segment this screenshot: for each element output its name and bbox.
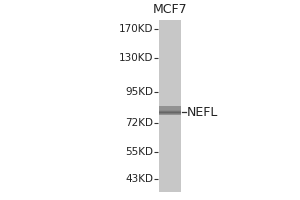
Bar (159, 20, 165, 192)
Text: 55KD: 55KD (125, 147, 153, 157)
Bar (159, 20, 172, 192)
Bar (159, 20, 178, 192)
Bar (159, 20, 176, 192)
Bar (159, 110, 181, 115)
Bar (159, 20, 168, 192)
Bar (159, 109, 181, 113)
Bar (159, 20, 180, 192)
Bar (159, 20, 161, 192)
Bar (159, 108, 181, 113)
Bar (159, 20, 170, 192)
Bar (159, 20, 177, 192)
Bar (159, 20, 179, 192)
Bar (159, 20, 176, 192)
Bar (159, 20, 172, 192)
Bar (159, 20, 175, 192)
Bar (159, 20, 171, 192)
Bar (159, 20, 171, 192)
Bar (159, 20, 178, 192)
Bar (159, 20, 166, 192)
Bar (159, 20, 169, 192)
Text: 72KD: 72KD (125, 118, 153, 128)
Bar (159, 106, 181, 111)
Text: MCF7: MCF7 (153, 3, 188, 16)
Bar (159, 20, 162, 192)
Bar (159, 110, 181, 115)
Bar (159, 20, 170, 192)
Bar (159, 20, 162, 192)
Bar (159, 107, 181, 111)
Bar (159, 107, 181, 112)
Bar (159, 109, 181, 114)
Bar (159, 20, 160, 192)
Text: NEFL: NEFL (187, 106, 218, 119)
Bar (159, 20, 179, 192)
Bar (159, 20, 174, 192)
Bar (159, 20, 164, 192)
Bar (159, 20, 173, 192)
Bar (159, 20, 170, 192)
Bar (159, 20, 167, 192)
Bar (159, 20, 164, 192)
Bar (159, 20, 166, 192)
Bar (159, 20, 166, 192)
Bar (159, 20, 172, 192)
Bar (159, 20, 163, 192)
Bar (159, 20, 175, 192)
Bar (159, 20, 178, 192)
Bar (159, 20, 174, 192)
Text: 95KD: 95KD (125, 87, 153, 97)
Bar (159, 106, 181, 110)
Bar (159, 20, 181, 192)
Bar (159, 20, 170, 192)
Bar (159, 20, 168, 192)
Bar (159, 20, 178, 192)
Bar (159, 20, 180, 192)
Bar (159, 20, 163, 192)
Bar (159, 110, 181, 115)
Bar (159, 20, 167, 192)
Bar (159, 109, 181, 114)
Bar (159, 20, 167, 192)
Text: 130KD: 130KD (119, 53, 153, 63)
Bar (159, 20, 160, 192)
Bar (159, 20, 164, 192)
Bar (159, 20, 161, 192)
Bar (159, 107, 181, 112)
Text: 170KD: 170KD (119, 24, 153, 34)
Bar (159, 20, 181, 192)
Text: 43KD: 43KD (125, 174, 153, 184)
Bar (159, 108, 181, 112)
Bar (159, 20, 165, 192)
Bar (159, 109, 181, 114)
Bar (159, 20, 173, 192)
Bar (159, 20, 181, 192)
Bar (159, 106, 181, 111)
Bar (159, 20, 169, 192)
Bar (159, 20, 177, 192)
Bar (159, 20, 160, 192)
Bar (159, 20, 176, 192)
Bar (159, 108, 181, 113)
Bar (159, 20, 174, 192)
Bar (159, 20, 163, 192)
